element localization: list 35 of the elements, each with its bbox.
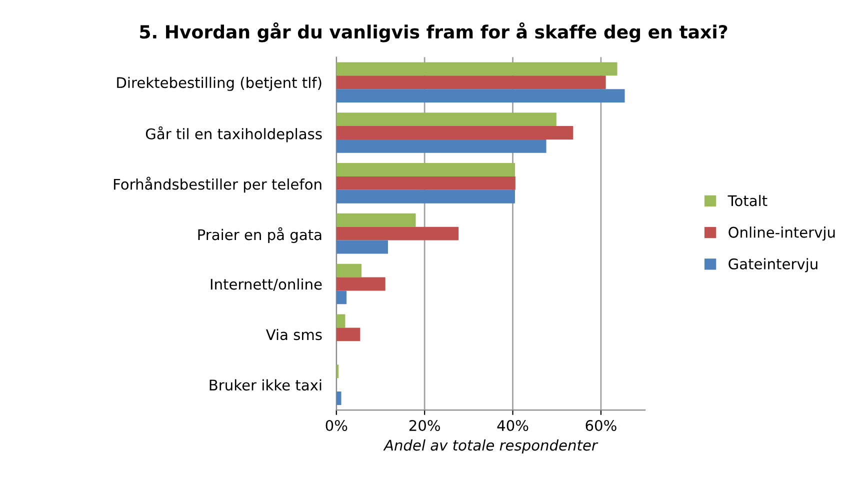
x-tick-label: 20% [409, 420, 440, 432]
bar [336, 240, 388, 254]
x-axis-title: Andel av totale respondenter [383, 439, 598, 454]
legend-label: Totalt [728, 194, 768, 206]
chart-title: 5. Hvordan går du vanligvis fram for å skaffe deg en taxi? [140, 22, 728, 42]
bar [336, 163, 515, 176]
legend-label: Gateintervju [728, 258, 818, 272]
bar [336, 62, 618, 76]
x-tick-label: 60% [586, 420, 616, 432]
y-tick-label: Går til en taxiholdeplass [146, 126, 322, 142]
bar [336, 190, 515, 204]
bar [336, 290, 347, 304]
y-tick-label: Forhåndsbestiller per telefon [114, 176, 322, 193]
bar [336, 112, 556, 126]
x-tick-label: 40% [497, 420, 528, 432]
bar [336, 76, 606, 90]
bar [336, 126, 574, 140]
y-tick-label: Bruker ikke taxi [210, 379, 322, 391]
bar [336, 392, 342, 405]
y-tick-label: Direktebestilling (betjent tlf) [117, 76, 322, 91]
y-tick-label: Internett/online [210, 278, 322, 291]
bar [336, 89, 625, 103]
bar [336, 264, 362, 278]
y-tick-label: Praier en på gata [198, 227, 322, 244]
bar [336, 213, 416, 227]
y-tick-label: Via sms [266, 328, 322, 340]
x-tick-label: 0% [326, 420, 348, 432]
bar [336, 277, 386, 291]
bar [336, 364, 339, 378]
legend-label: Online-intervju [728, 226, 835, 241]
bar [336, 139, 546, 153]
bar [336, 226, 459, 240]
bar [336, 314, 346, 328]
bar [336, 176, 516, 190]
bar [336, 328, 360, 342]
